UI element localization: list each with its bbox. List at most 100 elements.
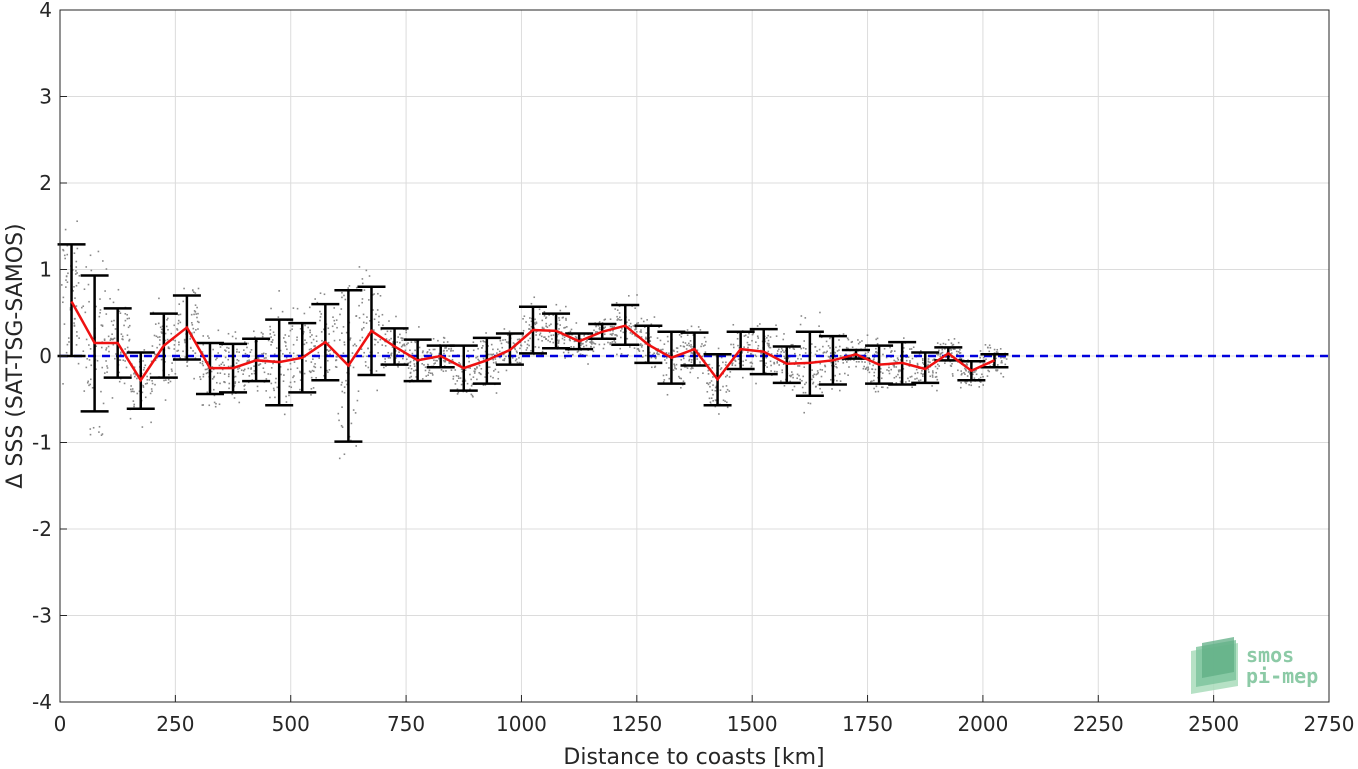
raw-data-point — [196, 306, 198, 309]
raw-data-point — [341, 332, 343, 334]
raw-data-point — [545, 338, 547, 340]
raw-data-point — [231, 393, 234, 396]
raw-data-point — [689, 340, 692, 342]
raw-data-point — [596, 331, 599, 333]
raw-data-point — [979, 361, 982, 364]
raw-data-point — [62, 296, 65, 299]
raw-data-point — [736, 337, 739, 340]
raw-data-point — [477, 347, 479, 350]
raw-data-point — [708, 397, 711, 400]
raw-data-point — [231, 335, 234, 338]
raw-data-point — [293, 375, 295, 377]
raw-data-point — [579, 353, 582, 356]
raw-data-point — [728, 390, 731, 392]
raw-data-point — [965, 363, 968, 365]
raw-data-point — [128, 339, 130, 342]
raw-data-point — [622, 331, 625, 334]
raw-data-point — [769, 360, 772, 363]
raw-data-point — [543, 310, 546, 313]
raw-data-point — [848, 366, 850, 368]
raw-data-point — [593, 329, 595, 332]
raw-data-point — [108, 350, 110, 353]
raw-data-point — [361, 329, 363, 331]
raw-data-point — [445, 347, 447, 349]
raw-data-point — [893, 364, 895, 367]
raw-data-point — [505, 341, 508, 343]
raw-data-point — [757, 337, 760, 339]
raw-data-point — [996, 364, 999, 366]
raw-data-point — [638, 350, 641, 353]
raw-data-point — [768, 346, 771, 349]
raw-data-point — [988, 350, 991, 353]
raw-data-point — [637, 349, 640, 351]
raw-data-point — [905, 381, 907, 383]
raw-data-point — [499, 339, 502, 342]
raw-data-point — [686, 329, 689, 331]
raw-data-point — [697, 326, 700, 328]
raw-data-point — [639, 344, 642, 347]
raw-data-point — [710, 397, 713, 399]
raw-data-point — [690, 361, 693, 363]
raw-data-point — [736, 332, 739, 334]
raw-data-point — [951, 373, 954, 375]
raw-data-point — [916, 371, 919, 374]
raw-data-point — [138, 390, 141, 393]
raw-data-point — [327, 371, 329, 374]
raw-data-point — [926, 364, 929, 367]
raw-data-point — [68, 341, 70, 343]
raw-data-point — [909, 361, 911, 364]
raw-data-point — [907, 377, 909, 380]
raw-data-point — [964, 367, 966, 370]
raw-data-point — [443, 341, 445, 344]
raw-data-point — [174, 373, 177, 375]
raw-data-point — [866, 334, 869, 337]
raw-data-point — [407, 362, 410, 364]
raw-data-point — [133, 375, 136, 378]
raw-data-point — [508, 330, 511, 333]
raw-data-point — [77, 362, 80, 365]
raw-data-point — [144, 383, 147, 385]
raw-data-point — [563, 339, 566, 341]
raw-data-point — [445, 370, 447, 372]
raw-data-point — [498, 350, 501, 353]
raw-data-point — [819, 368, 822, 371]
raw-data-point — [793, 348, 796, 351]
raw-data-point — [86, 381, 89, 384]
raw-data-point — [903, 337, 905, 339]
raw-data-point — [402, 344, 404, 346]
raw-data-point — [85, 366, 88, 369]
raw-data-point — [234, 382, 236, 385]
raw-data-point — [799, 323, 802, 326]
raw-data-point — [666, 335, 669, 338]
raw-data-point — [194, 311, 197, 313]
raw-data-point — [106, 367, 109, 369]
raw-data-point — [781, 371, 784, 374]
raw-data-point — [265, 378, 268, 380]
raw-data-point — [650, 356, 653, 359]
raw-data-point — [951, 362, 953, 365]
raw-data-point — [751, 333, 754, 336]
raw-data-point — [413, 365, 416, 367]
raw-data-point — [227, 332, 230, 335]
raw-data-point — [989, 346, 992, 349]
raw-data-point — [473, 367, 476, 370]
raw-data-point — [250, 367, 253, 369]
raw-data-point — [964, 373, 966, 376]
raw-data-point — [243, 388, 246, 391]
raw-data-point — [869, 358, 871, 360]
y-tick-label: -3 — [32, 604, 52, 628]
raw-data-point — [197, 312, 199, 315]
raw-data-point — [888, 369, 890, 372]
raw-data-point — [128, 317, 131, 320]
raw-data-point — [243, 368, 246, 371]
raw-data-point — [851, 346, 854, 349]
raw-data-point — [522, 329, 525, 332]
raw-data-point — [702, 345, 705, 347]
raw-data-point — [124, 319, 127, 322]
raw-data-point — [319, 316, 322, 318]
raw-data-point — [399, 341, 401, 344]
raw-data-point — [421, 378, 424, 380]
raw-data-point — [816, 373, 819, 375]
raw-data-point — [372, 294, 374, 296]
raw-data-point — [526, 347, 529, 349]
